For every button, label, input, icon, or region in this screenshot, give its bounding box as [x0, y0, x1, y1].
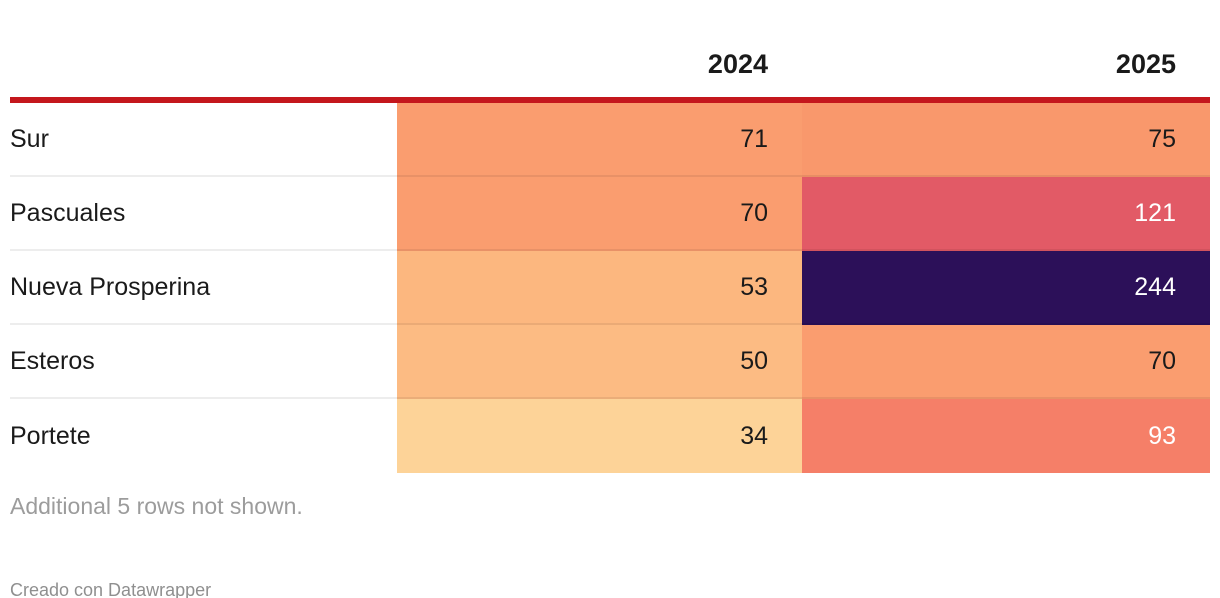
- header-rule: [10, 97, 1210, 103]
- table-row: Esteros 50 70: [10, 325, 1210, 399]
- row-label: Esteros: [10, 325, 397, 399]
- heatmap-cell-2024: 71: [397, 103, 802, 177]
- heatmap-cell-2025: 75: [802, 103, 1210, 177]
- heatmap-cell-2025: 121: [802, 177, 1210, 251]
- table-header-row: 2024 2025: [10, 0, 1210, 97]
- table-row: Pascuales 70 121: [10, 177, 1210, 251]
- rows-not-shown-note: Additional 5 rows not shown.: [10, 493, 303, 519]
- heatmap-cell-2024: 70: [397, 177, 802, 251]
- heatmap-cell-2025: 70: [802, 325, 1210, 399]
- table-row: Sur 71 75: [10, 103, 1210, 177]
- heatmap-cell-2025: 244: [802, 251, 1210, 325]
- heatmap-cell-2025: 93: [802, 399, 1210, 473]
- column-header-2025: 2025: [1115, 49, 1176, 79]
- heatmap-cell-2024: 50: [397, 325, 802, 399]
- heatmap-cell-2024: 34: [397, 399, 802, 473]
- row-label: Pascuales: [10, 177, 397, 251]
- heatmap-cell-2024: 53: [397, 251, 802, 325]
- row-label: Portete: [10, 399, 397, 473]
- row-label: Sur: [10, 103, 397, 177]
- table-row: Portete 34 93: [10, 399, 1210, 473]
- row-label: Nueva Prosperina: [10, 251, 397, 325]
- table-body: Sur 71 75 Pascuales 70 121 Nueva Prosper…: [10, 103, 1210, 473]
- table-row: Nueva Prosperina 53 244: [10, 251, 1210, 325]
- column-header-2024: 2024: [707, 49, 768, 79]
- datawrapper-credit-link[interactable]: Creado con Datawrapper: [10, 580, 212, 598]
